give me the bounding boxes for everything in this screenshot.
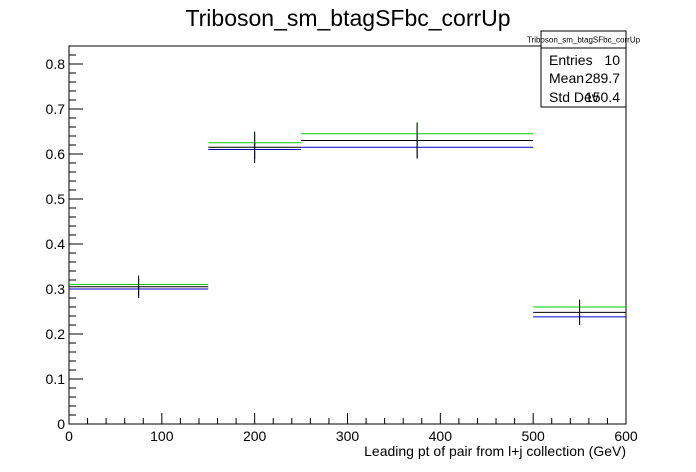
y-tick-label: 0 [57, 416, 65, 432]
y-tick-label: 0.2 [46, 326, 66, 342]
x-tick-label: 100 [150, 428, 174, 444]
stats-mean-value: 289.7 [585, 70, 620, 86]
histogram-bins [69, 122, 626, 325]
y-tick-label: 0.6 [46, 146, 66, 162]
x-tick-label: 300 [336, 428, 360, 444]
x-tick-label: 500 [521, 428, 545, 444]
stats-box: Triboson_sm_btagSFbc_corrUp Entries 10 M… [527, 30, 641, 108]
x-axis-label: Leading pt of pair from l+j collection (… [364, 443, 626, 459]
chart-title: Triboson_sm_btagSFbc_corrUp [185, 5, 510, 31]
x-tick-label: 200 [243, 428, 267, 444]
y-tick-label: 0.3 [46, 281, 66, 297]
stats-mean-label: Mean [549, 70, 584, 86]
stats-stddev-value: 150.4 [585, 89, 620, 105]
y-axis: 0 0.1 0.2 0.3 0.4 0.5 0.6 0.7 0.8 [46, 45, 83, 432]
stats-entries-label: Entries [549, 52, 593, 68]
stats-stddev-label: Std Dev [549, 89, 599, 105]
x-tick-label: 0 [65, 428, 73, 444]
x-tick-label: 600 [614, 428, 638, 444]
y-tick-label: 0.7 [46, 101, 66, 117]
x-axis: 0 100 200 300 400 500 600 [65, 413, 638, 444]
y-tick-label: 0.4 [46, 236, 66, 252]
y-tick-label: 0.8 [46, 56, 66, 72]
stats-entries-value: 10 [604, 52, 620, 68]
stats-box-frame [540, 30, 627, 108]
x-tick-label: 400 [429, 428, 453, 444]
stats-box-title: Triboson_sm_btagSFbc_corrUp [527, 36, 641, 45]
y-tick-label: 0.1 [46, 371, 66, 387]
y-tick-label: 0.5 [46, 191, 66, 207]
